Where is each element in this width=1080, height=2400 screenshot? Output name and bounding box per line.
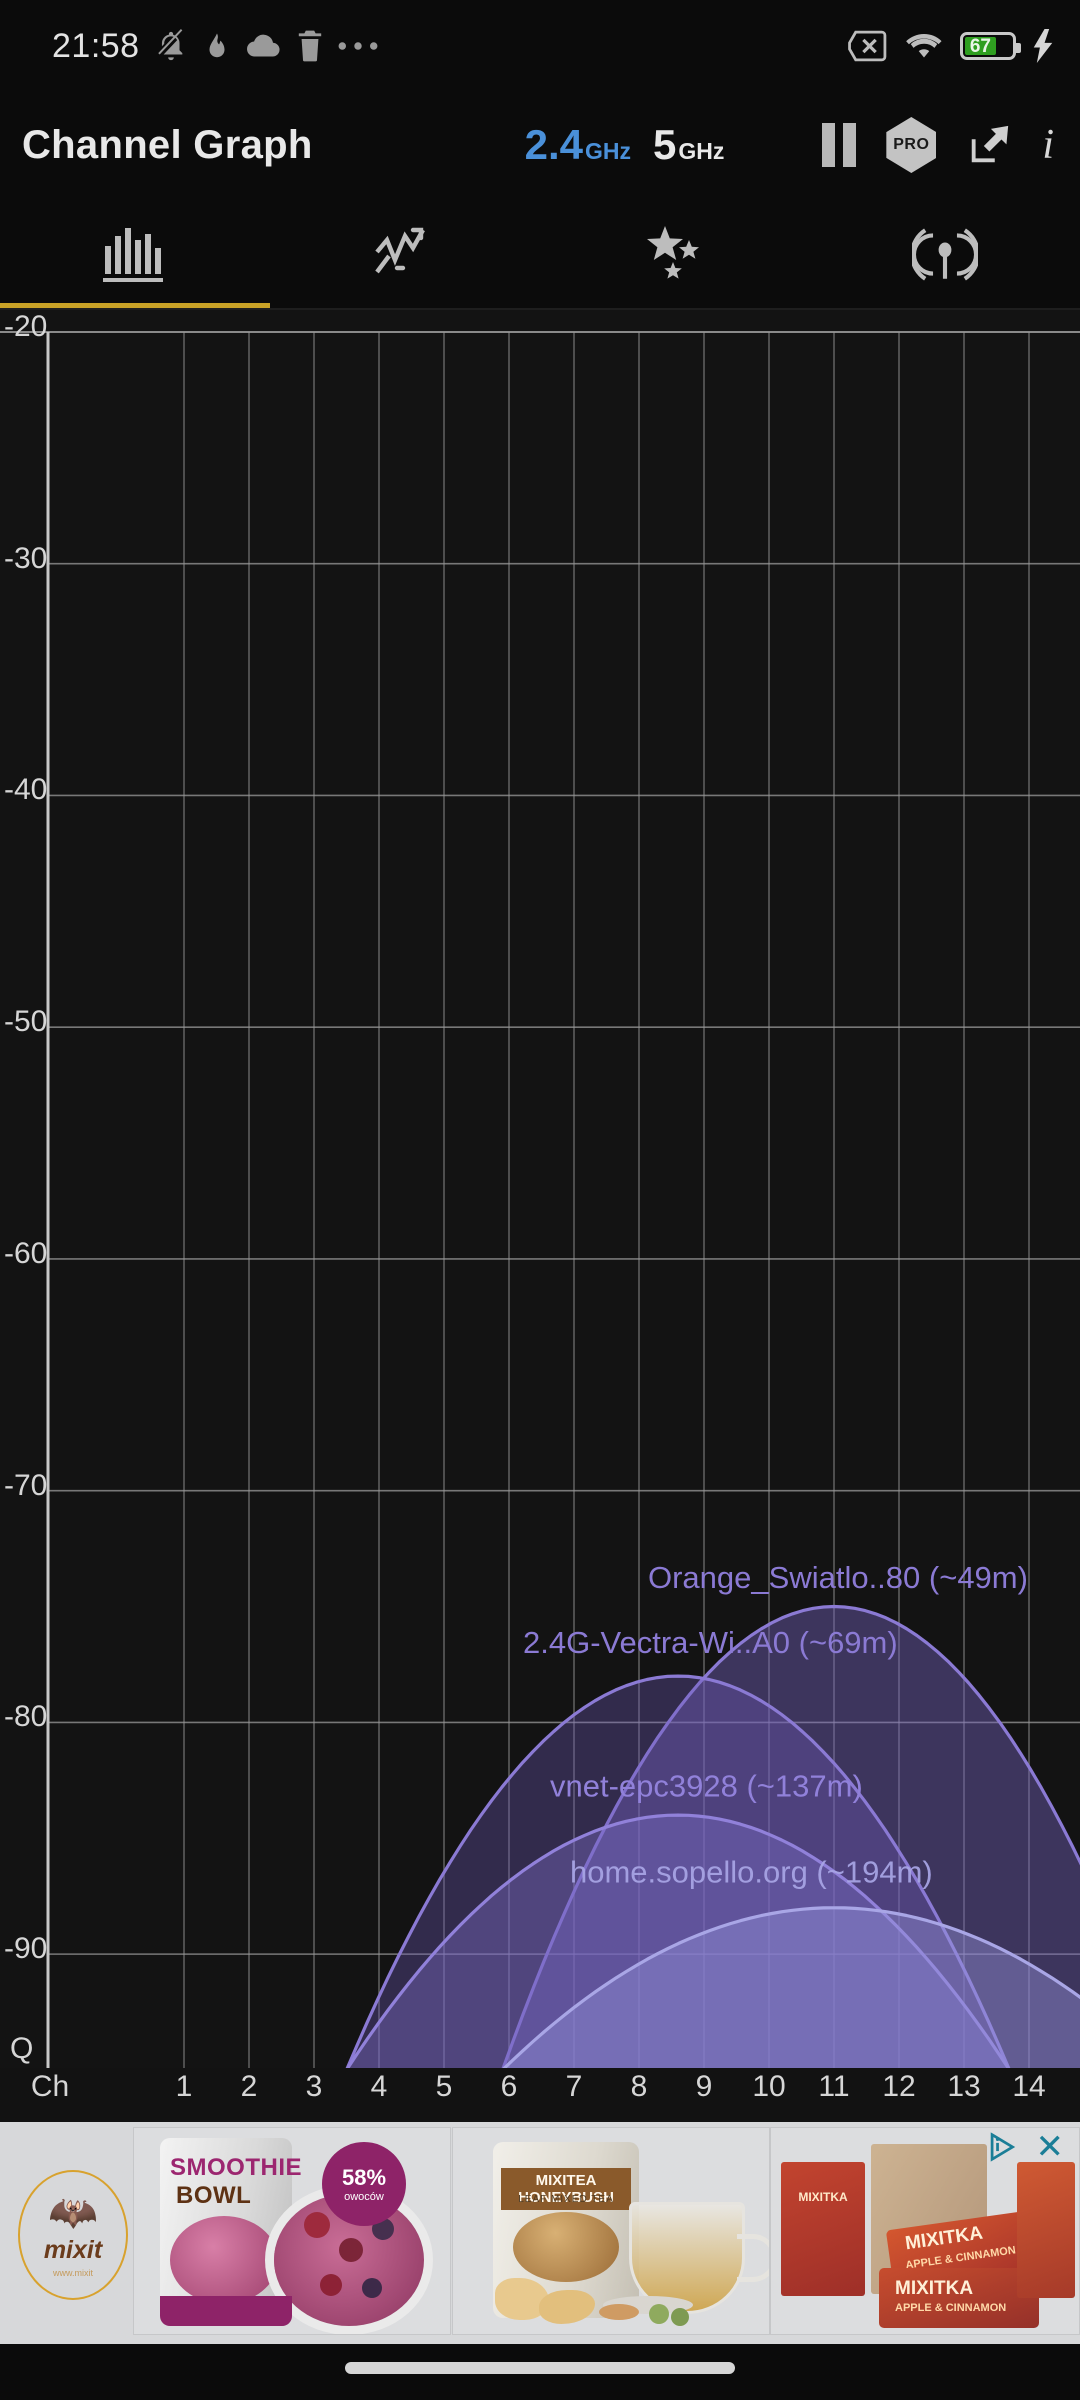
title-bar: Channel Graph 2.4 GHz 5 GHz PRO i: [0, 92, 1080, 198]
y-axis-bottom-label: Q: [10, 2032, 34, 2065]
ad-brand-logo: 🦇 mixit www.mixit: [18, 2170, 128, 2300]
y-axis-tick-label: -90: [4, 1932, 48, 1966]
battery-icon: 67: [960, 32, 1021, 60]
x-axis-tick-label: 11: [818, 2070, 850, 2103]
more-dots-icon: [338, 40, 378, 52]
tab-signal-meter[interactable]: [810, 198, 1080, 310]
series-label: Orange_Swiatlo..80 (~49m): [648, 1560, 1028, 1595]
y-axis-tick-label: -30: [4, 541, 48, 575]
series-label: vnet-epc3928 (~137m): [550, 1769, 863, 1804]
status-bar-clock: 21:58: [52, 26, 140, 65]
page-title: Channel Graph: [22, 122, 313, 167]
trash-icon: [296, 29, 324, 63]
tab-time-graph[interactable]: [270, 198, 540, 310]
ad-brand-name: mixit: [43, 2235, 103, 2264]
band-toggle-2.4ghz[interactable]: 2.4 GHz: [525, 121, 631, 169]
system-navigation-bar: [0, 2344, 1080, 2400]
x-axis-tick-label: 4: [370, 2070, 388, 2103]
home-indicator[interactable]: [345, 2362, 735, 2374]
x-axis-tick-label: 6: [500, 2070, 518, 2103]
y-axis-tick-label: -70: [4, 1468, 48, 1502]
x-axis-tick-label: 3: [305, 2070, 323, 2103]
ad-smoothie-subtitle: BOWL: [176, 2182, 252, 2209]
radar-icon: [912, 228, 978, 281]
battery-percent: 67: [965, 37, 996, 57]
y-axis-tick-label: -40: [4, 773, 48, 807]
title-bar-actions: PRO i: [822, 117, 1060, 173]
x-axis-tick-label: 2: [240, 2070, 258, 2103]
band-2.4ghz-value: 2.4: [524, 121, 583, 168]
ad-smoothie-title: SMOOTHIE: [170, 2154, 303, 2181]
ad-tea-subtitle: LEAF MIXED TEA: [518, 2194, 614, 2205]
ad-discount-badge: 58% owoców: [322, 2142, 406, 2226]
ad-panel-smoothie[interactable]: SMOOTHIE BOWL 58% owoców: [133, 2127, 451, 2335]
x-axis: [0, 2068, 1080, 2122]
series-label: home.sopello.org (~194m): [570, 1854, 933, 1889]
line-chart-icon: [375, 227, 425, 274]
tab-bar: [0, 198, 1080, 310]
band-5ghz-unit: GHz: [678, 138, 725, 164]
x-axis-tick-label: 14: [1012, 2070, 1046, 2103]
channel-graph-chart[interactable]: Orange_Swiatlo..80 (~49m) 2.4G-Vectra-Wi.…: [0, 310, 1080, 2110]
status-bar: 21:58 67: [0, 0, 1080, 92]
ad-tea-title: MIXITEA HONEYBUSH: [501, 2168, 631, 2210]
charging-bolt-icon: [1032, 29, 1054, 63]
x-axis-tick-label: 10: [752, 2070, 786, 2103]
x-axis-title: Ch: [30, 2070, 70, 2103]
y-axis-tick-label: -20: [4, 310, 48, 343]
ad-panel-bars[interactable]: MIXITKA MIXITKA APPLE & CINNAMON MIXITKA…: [770, 2127, 1080, 2335]
band-2.4ghz-unit: GHz: [585, 138, 631, 164]
x-axis-tick-label: 13: [947, 2070, 981, 2103]
info-icon[interactable]: i: [1042, 122, 1054, 168]
flame-icon: [202, 29, 232, 63]
stars-icon: [647, 226, 699, 279]
x-axis-tick-label: 12: [882, 2070, 916, 2103]
status-bar-left: 21:58: [52, 27, 378, 66]
status-bar-right: 67: [848, 29, 1054, 63]
band-toggle-5ghz[interactable]: 5 GHz: [653, 121, 724, 169]
share-export-icon[interactable]: [966, 122, 1012, 168]
x-axis-tick-label: 5: [435, 2070, 453, 2103]
tab-active-indicator: [0, 303, 270, 310]
ad-bar-subtitle-2: APPLE & CINNAMON: [895, 2302, 1007, 2314]
ad-badge-note: owoców: [344, 2191, 384, 2203]
cloud-icon: [246, 31, 282, 61]
y-axis-tick-label: -80: [4, 1700, 48, 1734]
ad-brand-url: www.mixit: [53, 2267, 93, 2278]
ad-badge-value: 58%: [341, 2165, 387, 2190]
pro-badge-label: PRO: [893, 136, 930, 153]
tab-channel-graph[interactable]: [0, 198, 270, 310]
x-axis-tick-label: 1: [175, 2070, 193, 2103]
bird-icon: 🦇: [48, 2190, 98, 2235]
wifi-icon: [904, 30, 944, 62]
y-axis-tick-label: -50: [4, 1005, 48, 1039]
y-axis-tick-label: -60: [4, 1236, 48, 1270]
tab-bar-divider: [0, 308, 1080, 310]
adchoices-icon[interactable]: [988, 2132, 1018, 2169]
band-switch[interactable]: 2.4 GHz 5 GHz: [525, 121, 725, 169]
tab-favorites[interactable]: [540, 198, 810, 310]
pro-badge-icon[interactable]: PRO: [886, 117, 937, 173]
x-axis-tick-label: 8: [630, 2070, 648, 2103]
series-label: 2.4G-Vectra-Wi..A0 (~69m): [523, 1625, 898, 1660]
ad-panel-tea[interactable]: MIXITEA HONEYBUSH LEAF MIXED TEA: [452, 2127, 770, 2335]
band-5ghz-value: 5: [653, 121, 677, 168]
x-axis-tick-label: 9: [695, 2070, 713, 2103]
bell-off-icon: [154, 29, 188, 63]
ad-banner[interactable]: 🦇 mixit www.mixit SMOOTHIE BOWL 58% owoc…: [0, 2122, 1080, 2344]
pause-icon[interactable]: [822, 123, 857, 167]
chart-canvas: Orange_Swiatlo..80 (~49m) 2.4G-Vectra-Wi.…: [0, 331, 1080, 2072]
ad-bar-title-2: MIXITKA: [895, 2278, 974, 2299]
bar-chart-icon: [103, 228, 163, 282]
ad-bar-title-small: MIXITKA: [798, 2190, 848, 2204]
ad-close-icon[interactable]: ✕: [1035, 2128, 1065, 2166]
x-axis-tick-label: 7: [565, 2070, 583, 2103]
sim-card-off-icon: [848, 30, 888, 62]
